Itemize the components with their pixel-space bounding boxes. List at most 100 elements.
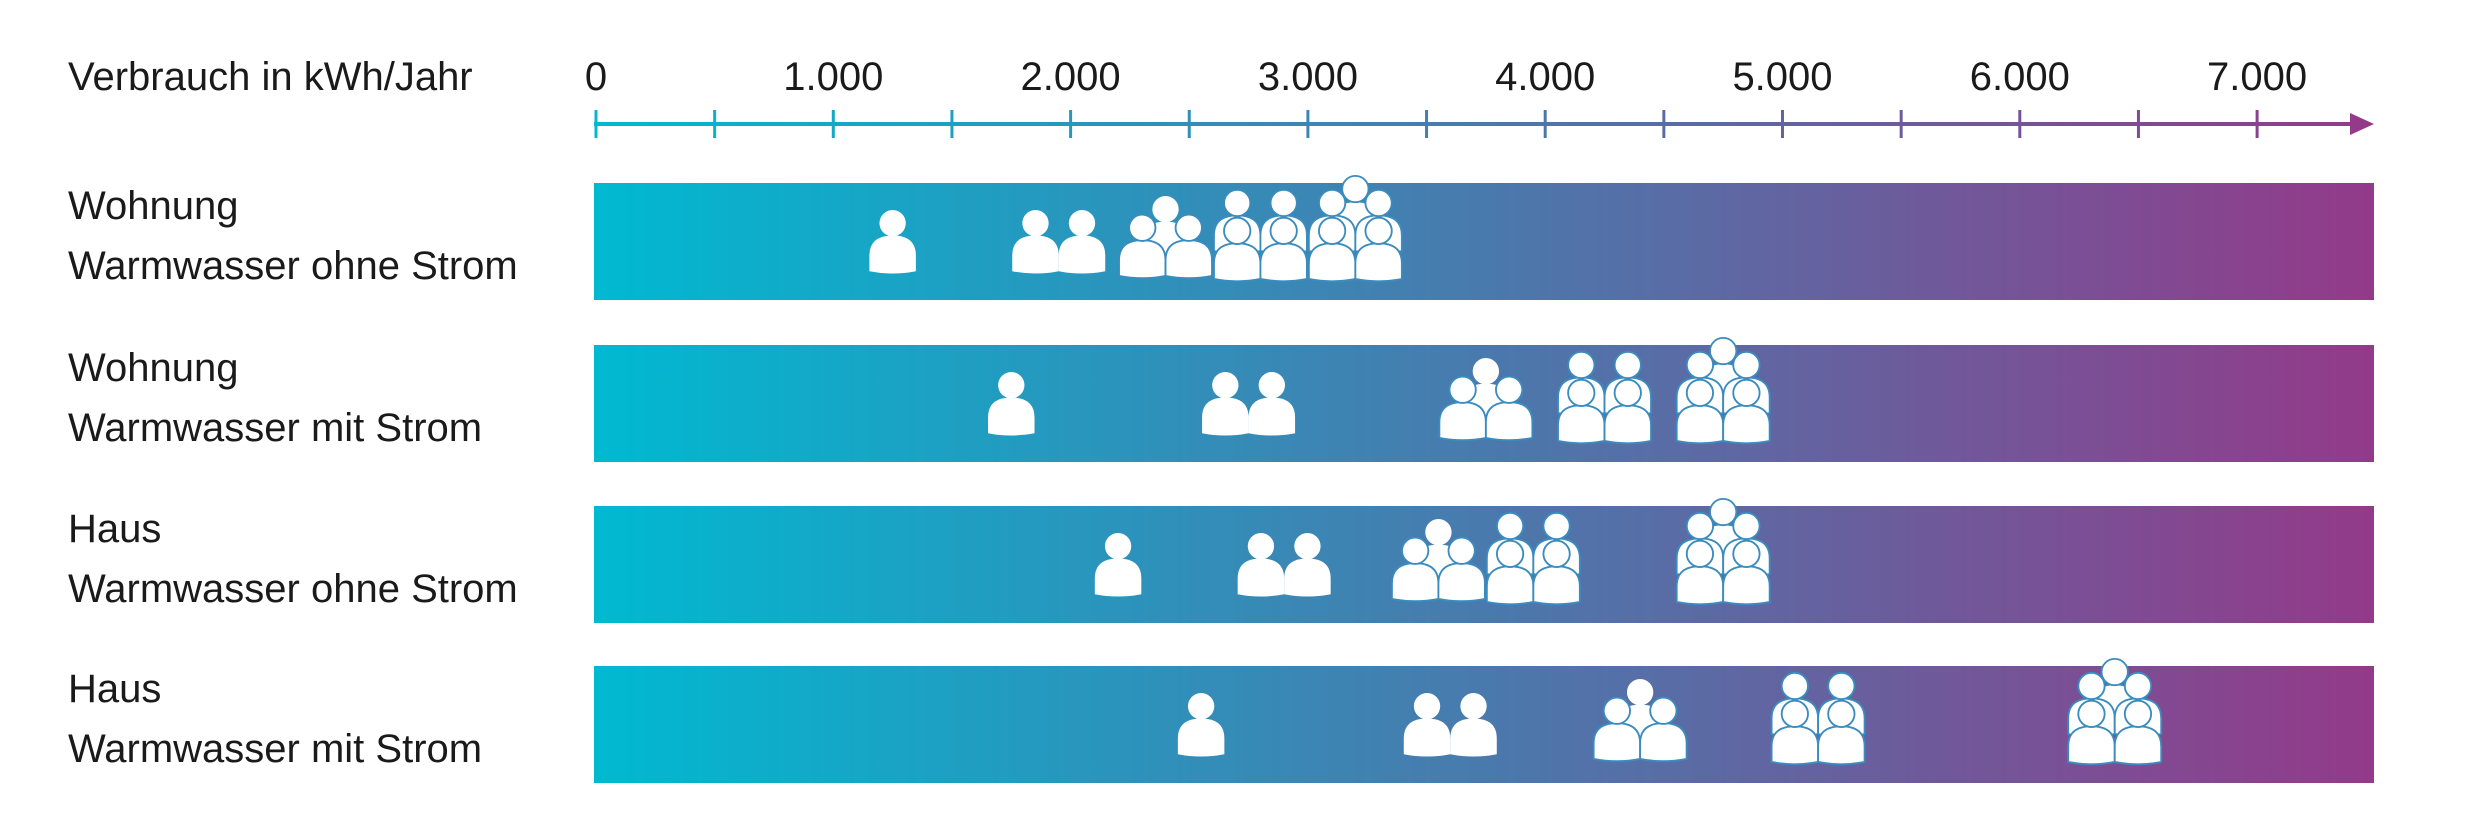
- person-icon: [1722, 378, 1771, 445]
- person-head: [1472, 358, 1500, 385]
- person-body: [1248, 397, 1296, 436]
- person-body: [1485, 565, 1535, 606]
- person-head: [1780, 671, 1809, 701]
- person-head: [1732, 539, 1761, 569]
- person-head: [1223, 188, 1252, 218]
- category-label-line2: Warmwasser ohne Strom: [68, 244, 518, 288]
- person-body: [1012, 235, 1059, 274]
- tick-label: 5.000: [1732, 55, 1832, 99]
- tick-label: 3.000: [1258, 55, 1358, 99]
- person-body: [1354, 242, 1403, 283]
- person-head: [1425, 519, 1452, 546]
- person-head: [1269, 216, 1298, 246]
- person-head: [2077, 699, 2106, 729]
- person-head: [1068, 209, 1096, 237]
- person-head: [1685, 511, 1715, 541]
- person-body: [1094, 558, 1142, 597]
- person-body: [1177, 718, 1225, 757]
- person-group-3-icon: [1390, 519, 1486, 603]
- person-body: [1484, 401, 1534, 442]
- person-group-5-icon: [1307, 174, 1403, 283]
- person-head: [1460, 692, 1487, 720]
- person-group-4-icon: [1485, 511, 1581, 606]
- category-label-line2: Warmwasser mit Strom: [68, 406, 482, 450]
- person-head: [998, 371, 1025, 399]
- person-head: [2123, 671, 2153, 701]
- person-icon: [1603, 378, 1652, 445]
- person-head: [1318, 216, 1347, 246]
- person-icon: [1450, 692, 1497, 757]
- tick-label: 1.000: [783, 55, 883, 99]
- tick-label: 4.000: [1495, 55, 1595, 99]
- person-icon: [1485, 539, 1535, 606]
- person-icon: [1484, 375, 1534, 442]
- person-head: [1827, 671, 1856, 701]
- person-group-2-icon: [1237, 532, 1331, 597]
- person-body: [1532, 565, 1581, 606]
- person-icon: [1202, 371, 1249, 436]
- gradient-bar: [594, 183, 2374, 300]
- person-head: [2100, 657, 2129, 687]
- person-body: [2113, 725, 2163, 766]
- person-head: [1128, 213, 1157, 242]
- person-head: [1174, 213, 1203, 242]
- person-icon: [988, 371, 1035, 436]
- person-group-1-icon: [1094, 532, 1142, 597]
- person-body: [1213, 242, 1262, 283]
- category-label-line1: Wohnung: [68, 184, 239, 228]
- person-body: [1118, 239, 1167, 280]
- person-body: [1284, 558, 1331, 597]
- person-icon: [1675, 378, 1725, 445]
- person-icon: [1557, 378, 1606, 445]
- person-head: [1495, 375, 1524, 404]
- person-head: [1567, 350, 1596, 380]
- category-row: Wohnung Warmwasser mit Strom: [68, 336, 2374, 462]
- person-head: [1258, 371, 1285, 399]
- person-icon: [1639, 696, 1688, 763]
- tick-label: 2.000: [1021, 55, 1121, 99]
- person-body: [1259, 242, 1308, 283]
- person-body: [1237, 558, 1285, 597]
- person-head: [1732, 511, 1761, 541]
- person-body: [1557, 404, 1606, 445]
- person-head: [1364, 188, 1393, 218]
- person-body: [1058, 235, 1106, 274]
- person-body: [1770, 725, 1820, 766]
- person-icon: [1817, 699, 1866, 766]
- person-body: [1817, 725, 1866, 766]
- tick-label: 6.000: [1970, 55, 2070, 99]
- person-body: [1164, 239, 1213, 280]
- category-label-line2: Warmwasser mit Strom: [68, 727, 482, 771]
- tick-label: 7.000: [2207, 55, 2307, 99]
- person-body: [1202, 397, 1249, 436]
- x-axis-label: Verbrauch in kWh/Jahr: [68, 55, 473, 99]
- person-head: [1542, 511, 1571, 541]
- person-group-2-icon: [1202, 371, 1296, 436]
- person-icon: [1437, 536, 1486, 603]
- person-head: [1447, 536, 1476, 565]
- person-group-4-icon: [1213, 188, 1308, 283]
- person-head: [1567, 378, 1596, 408]
- person-icon: [1259, 216, 1308, 283]
- person-icon: [1403, 692, 1451, 757]
- person-group-5-icon: [1675, 497, 1771, 606]
- axis-arrow-icon: [2350, 113, 2374, 135]
- person-head: [1152, 196, 1179, 223]
- person-head: [1495, 539, 1525, 569]
- person-body: [1307, 242, 1357, 283]
- person-head: [1364, 216, 1393, 246]
- person-group-1-icon: [1177, 692, 1225, 757]
- person-head: [1732, 350, 1761, 380]
- person-head: [1827, 699, 1856, 729]
- person-icon: [1118, 213, 1167, 280]
- person-icon: [1237, 532, 1285, 597]
- person-head: [1187, 692, 1215, 720]
- person-icon: [1177, 692, 1225, 757]
- person-icon: [2113, 699, 2163, 766]
- person-head: [1341, 174, 1370, 204]
- category-label-line2: Warmwasser ohne Strom: [68, 567, 518, 611]
- person-head: [1732, 378, 1761, 408]
- person-group-1-icon: [988, 371, 1035, 436]
- category-row: Haus Warmwasser mit Strom: [68, 657, 2374, 783]
